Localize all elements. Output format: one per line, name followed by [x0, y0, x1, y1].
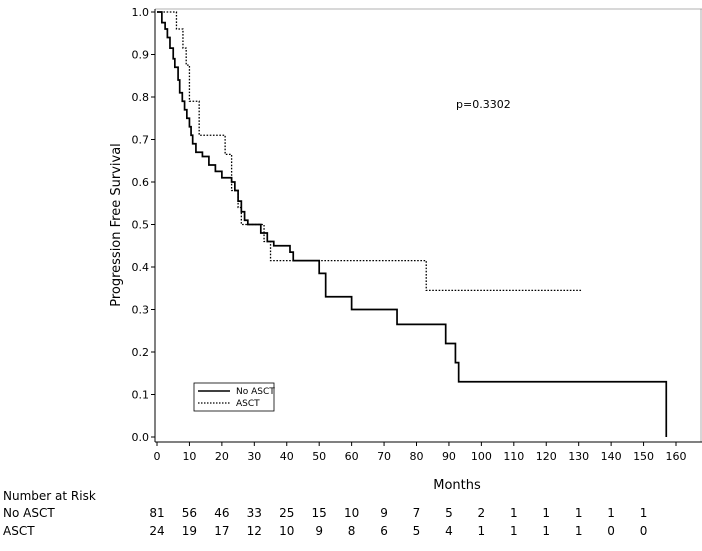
risk-cell: 5	[413, 524, 421, 538]
legend: No ASCT ASCT	[193, 382, 275, 412]
risk-cell: 24	[149, 524, 164, 538]
risk-cell: 1	[640, 506, 648, 520]
x-tick-label: 80	[410, 450, 424, 463]
risk-cell: 81	[149, 506, 164, 520]
risk-cell: 5	[445, 506, 453, 520]
risk-cell: 17	[214, 524, 229, 538]
y-tick-label: 0.7	[132, 134, 150, 147]
y-tick-label: 0.9	[132, 49, 150, 62]
y-tick-label: 0.5	[132, 219, 150, 232]
series-group	[157, 11, 668, 437]
x-axis: 0 10 20 30 40 50 60 70 80 90 100 110 120 130 140 150 160	[154, 442, 687, 463]
risk-cell: 10	[279, 524, 294, 538]
series-line-no-asct	[157, 11, 668, 437]
risk-cell: 9	[380, 506, 388, 520]
risk-cell: 33	[247, 506, 262, 520]
risk-table-values: 81 56 46 33 25 15 10 9 7 5 2 1 1 1 1 124 19 17 12 10 9 8 6 5 4 1 1…	[149, 506, 647, 538]
y-axis: 0.0 0.1 0.2 0.3 0.4 0.5 0.6 0.7 0.8 0.9 1.0	[132, 6, 155, 444]
x-tick-label: 160	[666, 450, 687, 463]
risk-cell: 25	[279, 506, 294, 520]
x-tick-label: 0	[154, 450, 161, 463]
y-tick-label: 0.0	[132, 431, 150, 444]
risk-cell: 19	[182, 524, 197, 538]
y-tick-label: 0.1	[132, 389, 150, 402]
y-tick-label: 1.0	[132, 6, 150, 19]
risk-row-label-asct: ASCT	[3, 524, 35, 538]
risk-cell: 0	[640, 524, 648, 538]
p-value-annotation: p=0.3302	[456, 98, 511, 111]
risk-cell: 1	[510, 506, 518, 520]
y-tick-label: 0.2	[132, 346, 150, 359]
risk-cell: 12	[247, 524, 262, 538]
risk-cell: 56	[182, 506, 197, 520]
risk-cell: 1	[510, 524, 518, 538]
x-tick-label: 100	[471, 450, 492, 463]
risk-cell: 46	[214, 506, 229, 520]
risk-cell: 8	[348, 524, 356, 538]
legend-label-asct: ASCT	[236, 399, 260, 409]
risk-row-label-no-asct: No ASCT	[3, 506, 55, 520]
x-tick-label: 10	[182, 450, 196, 463]
risk-cell: 1	[607, 506, 615, 520]
risk-cell: 9	[315, 524, 323, 538]
risk-cell: 1	[542, 506, 550, 520]
x-tick-label: 110	[503, 450, 524, 463]
risk-cell: 1	[478, 524, 486, 538]
risk-cell: 10	[344, 506, 359, 520]
x-tick-label: 140	[601, 450, 622, 463]
x-tick-label: 40	[280, 450, 294, 463]
risk-cell: 1	[542, 524, 550, 538]
x-tick-label: 70	[377, 450, 391, 463]
series-line-asct	[157, 11, 582, 292]
risk-cell: 2	[478, 506, 486, 520]
y-tick-label: 0.6	[132, 176, 150, 189]
x-tick-label: 30	[247, 450, 261, 463]
legend-label-no-asct: No ASCT	[236, 387, 275, 397]
x-axis-label: Months	[433, 478, 481, 493]
x-tick-label: 130	[568, 450, 589, 463]
y-tick-label: 0.3	[132, 304, 150, 317]
x-tick-label: 120	[536, 450, 557, 463]
y-tick-label: 0.4	[132, 261, 150, 274]
risk-cell: 7	[413, 506, 421, 520]
risk-table-title: Number at Risk	[3, 489, 96, 503]
risk-cell: 15	[312, 506, 327, 520]
risk-cell: 6	[380, 524, 388, 538]
plot-frame	[154, 8, 702, 443]
legend-box	[193, 382, 275, 412]
x-tick-label: 150	[633, 450, 654, 463]
y-axis-label: Progression Free Survival	[109, 143, 124, 307]
risk-cell: 0	[607, 524, 615, 538]
x-tick-label: 60	[345, 450, 359, 463]
x-tick-label: 50	[312, 450, 326, 463]
risk-cell: 1	[575, 506, 583, 520]
y-tick-label: 0.8	[132, 91, 150, 104]
x-tick-label: 20	[215, 450, 229, 463]
risk-cell: 4	[445, 524, 453, 538]
risk-cell: 1	[575, 524, 583, 538]
x-tick-label: 90	[442, 450, 456, 463]
